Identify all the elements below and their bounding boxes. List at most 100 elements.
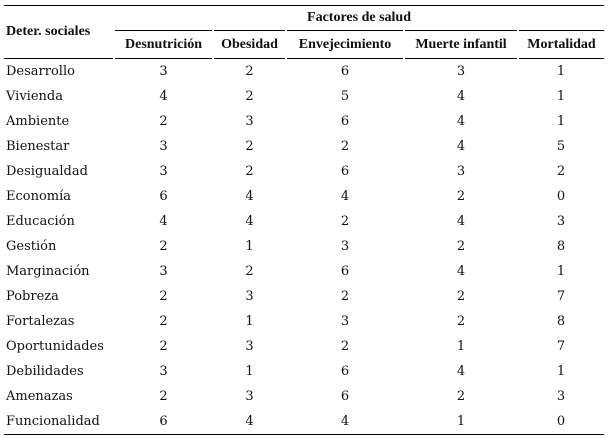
cell: 2 — [456, 189, 466, 204]
cell: 3 — [556, 214, 566, 229]
cell: 2 — [556, 164, 566, 179]
table-row: Marginación 3 2 6 4 1 — [4, 259, 604, 284]
cell: 6 — [340, 389, 350, 404]
cell: 7 — [556, 339, 566, 354]
cell: 4 — [456, 139, 466, 154]
cell: 2 — [245, 139, 254, 154]
cell: 6 — [159, 189, 168, 204]
header-row: Deter. sociales Factores de salud — [4, 5, 604, 59]
cell: 5 — [340, 89, 350, 104]
cell: 1 — [556, 264, 566, 279]
row-label: Fortalezas — [6, 314, 75, 329]
cell: 3 — [245, 339, 254, 354]
cell: 4 — [159, 214, 168, 229]
table-row: Fortalezas 2 1 3 2 8 — [4, 309, 604, 334]
row-label: Pobreza — [6, 289, 59, 304]
cell: 4 — [456, 114, 466, 129]
row-label: Bienestar — [6, 139, 70, 154]
row-label: Marginación — [6, 264, 90, 279]
cell: 1 — [556, 364, 566, 379]
cell: 3 — [245, 389, 254, 404]
cell: 3 — [340, 239, 350, 254]
row-label: Funcionalidad — [4, 409, 114, 435]
cell: 3 — [556, 389, 566, 404]
cell: 3 — [159, 139, 168, 154]
row-label: Debilidades — [6, 364, 84, 379]
cell: 2 — [245, 164, 254, 179]
table-body: Desarrollo 3 2 6 3 1 Vivienda 4 2 5 4 1 Ambiente 2 3 6 4… — [4, 59, 604, 435]
cell: 3 — [159, 264, 168, 279]
cell: 0 — [518, 409, 604, 435]
cell: 4 — [456, 264, 466, 279]
table-row: Educación 4 4 2 4 3 — [4, 209, 604, 234]
cell: 2 — [340, 214, 350, 229]
column-header: Obesidad — [212, 30, 286, 59]
cell: 2 — [456, 289, 466, 304]
cell: 3 — [159, 364, 168, 379]
cell: 8 — [556, 239, 566, 254]
cell: 6 — [340, 364, 350, 379]
cell: 2 — [159, 314, 168, 329]
cell: 6 — [340, 264, 350, 279]
cell: 4 — [245, 214, 254, 229]
cell: 2 — [340, 139, 350, 154]
cell: 4 — [340, 189, 350, 204]
cell: 2 — [340, 289, 350, 304]
cell: 2 — [159, 114, 168, 129]
cell: 1 — [556, 114, 566, 129]
cell: 2 — [245, 89, 254, 104]
cell: 6 — [340, 164, 350, 179]
column-header: Envejecimiento — [285, 30, 404, 59]
column-header: Desnutrición — [113, 30, 213, 59]
row-label: Gestión — [6, 239, 57, 254]
cell: 4 — [159, 89, 168, 104]
cell: 2 — [159, 239, 168, 254]
cell: 1 — [245, 314, 254, 329]
column-header: Muerte infantil — [403, 30, 518, 59]
cell: 8 — [556, 314, 566, 329]
cell: 2 — [159, 339, 168, 354]
cell: 4 — [456, 214, 466, 229]
column-header: Mortalidad — [517, 30, 604, 59]
row-header: Deter. sociales — [4, 5, 114, 59]
group-header: Factores de salud — [114, 5, 604, 31]
table-row: Amenazas 2 3 6 2 3 — [4, 384, 604, 409]
cell: 3 — [456, 64, 466, 79]
row-label: Educación — [6, 214, 75, 229]
table-row: Debilidades 3 1 6 4 1 — [4, 359, 604, 384]
table-row: Gestión 2 1 3 2 8 — [4, 234, 604, 259]
cell: 4 — [245, 189, 254, 204]
cell: 6 — [114, 409, 213, 435]
cell: 2 — [245, 264, 254, 279]
cell: 2 — [159, 289, 168, 304]
table-row: Economía 6 4 4 2 0 — [4, 184, 604, 209]
row-label: Oportunidades — [6, 339, 104, 354]
cell: 3 — [456, 164, 466, 179]
row-label: Amenazas — [6, 389, 73, 404]
cell: 4 — [286, 409, 404, 435]
cell: 1 — [404, 409, 518, 435]
row-label: Vivienda — [6, 89, 63, 104]
cell: 1 — [556, 89, 566, 104]
cell: 5 — [556, 139, 566, 154]
cell: 3 — [159, 164, 168, 179]
table-row: Funcionalidad 6 4 4 1 0 — [4, 409, 604, 435]
cell: 2 — [456, 314, 466, 329]
cell: 6 — [340, 64, 350, 79]
cell: 1 — [456, 339, 466, 354]
cell: 3 — [340, 314, 350, 329]
column-header-row: Desnutrición Obesidad Envejecimiento Muerte… — [4, 30, 604, 59]
table-row: Desarrollo 3 2 6 3 1 — [4, 59, 604, 85]
cell: 4 — [456, 364, 466, 379]
cell: 1 — [245, 239, 254, 254]
cell: 0 — [556, 189, 566, 204]
row-label: Desigualdad — [6, 164, 88, 179]
cell: 3 — [245, 114, 254, 129]
cell: 6 — [340, 114, 350, 129]
cell: 2 — [456, 239, 466, 254]
cell: 2 — [340, 339, 350, 354]
cell: 4 — [213, 409, 286, 435]
table: Deter. sociales Factores de salud Desnut… — [4, 5, 604, 435]
table-row: Vivienda 4 2 5 4 1 — [4, 84, 604, 109]
